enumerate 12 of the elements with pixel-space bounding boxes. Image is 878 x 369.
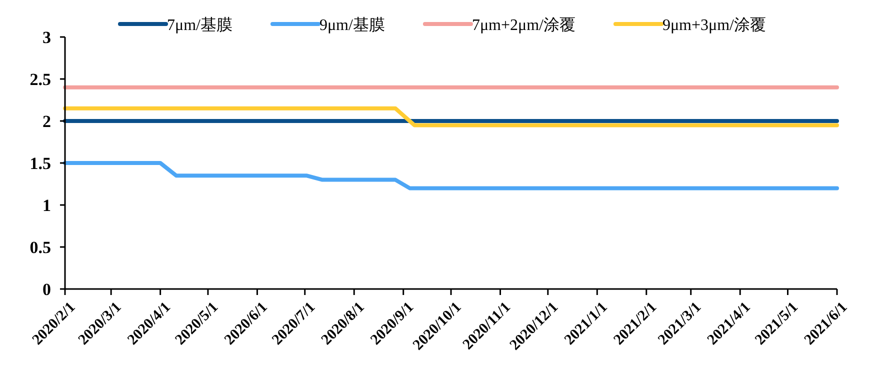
y-tick-label: 1 [42,196,51,215]
legend-label: 9μm/基膜 [319,16,385,34]
y-tick-label: 0.5 [30,238,51,257]
y-tick-label: 0 [42,280,51,299]
legend-label: 7μm/基膜 [167,16,232,34]
legend-label: 7μm+2μm/涂覆 [472,17,576,34]
y-tick-label: 2 [42,112,51,131]
y-tick-label: 3 [42,28,51,47]
y-tick-label: 1.5 [30,154,51,173]
line-series [63,161,839,190]
legend-label: 9μm+3μm/涂覆 [662,17,766,34]
y-tick-label: 2.5 [30,70,51,89]
